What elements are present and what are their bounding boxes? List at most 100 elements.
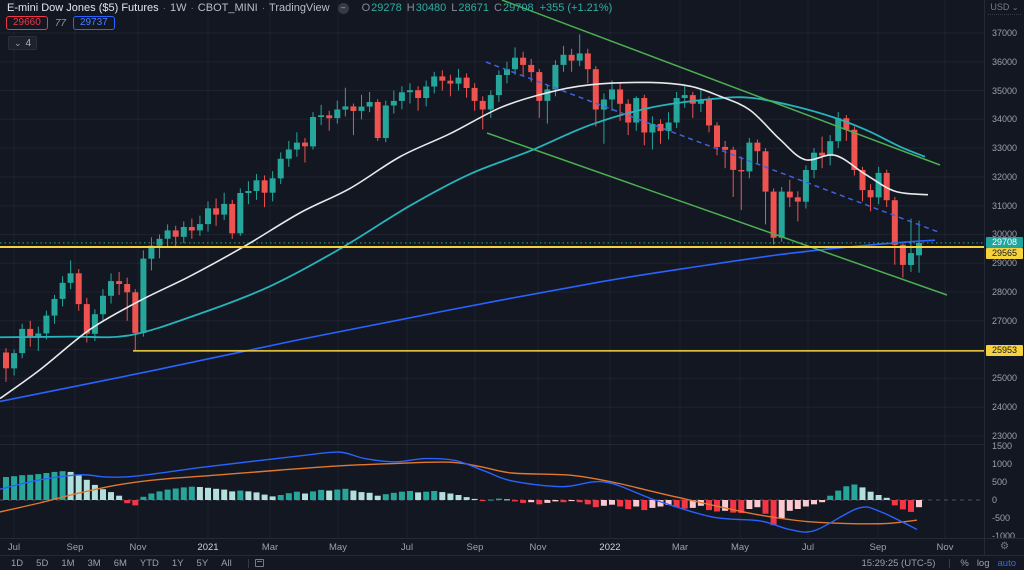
candle-body (196, 224, 203, 231)
macd-histogram-bar (802, 500, 809, 507)
range-switcher: 1D 5D 1M 3M 6M YTD 1Y 5Y All (0, 558, 264, 569)
range-button-5y[interactable]: 5Y (196, 557, 209, 569)
candle-body (649, 123, 656, 133)
log-scale-toggle[interactable]: log (976, 557, 990, 569)
candle-body (164, 230, 171, 239)
chart-canvas[interactable] (0, 0, 984, 538)
axis-settings-corner[interactable]: ⚙ (984, 538, 1024, 555)
range-button-3m[interactable]: 3M (87, 557, 101, 569)
trendline-dashed-blue[interactable] (485, 61, 942, 234)
price-axis[interactable]: USD ⌄ 37000 36000 35000 34000 33000 32000 3100… (984, 0, 1024, 541)
candle-body (180, 227, 187, 237)
time-axis-label: Mar (671, 542, 689, 553)
clock-utc[interactable]: 15:29:25 (UTC-5) (861, 557, 936, 569)
price-tick: 33000 (992, 143, 1018, 154)
macd-histogram-bar (883, 497, 890, 500)
candle-body (811, 152, 817, 170)
price-tick: 27000 (992, 315, 1018, 326)
candle-body (738, 170, 745, 172)
time-axis-label: Jul (400, 542, 414, 553)
exchange-label: CBOT_MINI (197, 2, 258, 14)
macd-histogram-bar (172, 488, 179, 500)
time-axis[interactable]: Jul Sep Nov 2021 Mar May Jul Sep Nov 2022 Mar May Ju… (0, 538, 984, 555)
macd-histogram-bar (552, 500, 559, 502)
range-button-5d[interactable]: 5D (36, 557, 49, 569)
go-to-date-icon[interactable] (254, 559, 264, 567)
candle-body (689, 95, 696, 104)
macd-histogram-bar (487, 499, 494, 501)
macd-histogram-bar (681, 500, 688, 509)
time-axis-label: Jul (801, 542, 815, 553)
macd-histogram-bar (253, 492, 260, 500)
macd-histogram-bar (180, 487, 187, 500)
level-price-label[interactable]: 25953 (986, 345, 1023, 357)
indicator-tick: 1500 (992, 441, 1013, 451)
range-button-1m[interactable]: 1M (61, 557, 75, 569)
macd-histogram-bar (778, 500, 785, 518)
candle-body (827, 141, 834, 156)
macd-histogram-bar (463, 497, 470, 500)
symbol-title[interactable]: E-mini Dow Jones ($5) Futures (7, 2, 159, 14)
open-label: O (361, 2, 371, 14)
stop-order-price[interactable]: 29660 (6, 16, 48, 30)
price-tick: 30000 (992, 229, 1018, 240)
macd-histogram-bar (293, 491, 300, 500)
macd-histogram-bar (269, 496, 276, 500)
candle-body (528, 64, 535, 73)
time-axis-label: Mar (261, 542, 279, 553)
candle-body (673, 98, 680, 123)
candle-body (156, 238, 163, 246)
range-button-all[interactable]: All (221, 557, 232, 569)
candle-body (382, 105, 389, 138)
candle-body (891, 200, 898, 245)
macd-histogram-bar (83, 479, 90, 500)
range-button-ytd[interactable]: YTD (139, 557, 159, 569)
candle-body (592, 69, 599, 110)
macd-histogram-bar (43, 473, 50, 500)
gear-icon[interactable]: ⚙ (1000, 541, 1009, 552)
time-axis-label: Nov (936, 542, 954, 553)
low-label: L (451, 2, 458, 14)
macd-histogram-bar (358, 492, 365, 500)
range-button-6m[interactable]: 6M (113, 557, 127, 569)
price-tick: 25000 (992, 373, 1018, 384)
timeframe-label[interactable]: 1W (169, 2, 187, 14)
last-price-label[interactable]: 29708 (986, 237, 1023, 249)
candle-body (350, 106, 357, 111)
trendline-lower-green[interactable] (486, 132, 948, 296)
macd-histogram-bar (495, 498, 502, 500)
legend-more-icon[interactable]: – (337, 2, 349, 14)
indicator-tick: -500 (992, 513, 1011, 523)
time-axis-label: 2022 (599, 542, 621, 553)
macd-histogram-bar (407, 491, 413, 500)
macd-histogram-bar (439, 492, 446, 500)
macd-histogram-bar (318, 489, 325, 500)
order-quantity: 77 (54, 17, 66, 29)
level-price-label[interactable]: 29565 (986, 248, 1023, 260)
macd-histogram-bar (916, 500, 922, 508)
macd-histogram-bar (91, 484, 98, 500)
ma-white-line[interactable] (0, 81, 929, 400)
candle-body (552, 64, 559, 90)
macd-histogram-bar (326, 490, 333, 500)
candle-body (584, 53, 591, 70)
toolbar-divider (949, 558, 951, 568)
candle-body (148, 245, 155, 259)
percent-scale-toggle[interactable]: % (960, 557, 969, 569)
macd-histogram-bar (617, 500, 624, 507)
candle-body (875, 172, 882, 198)
candle-body (261, 180, 268, 193)
trendline-upper-green[interactable] (501, 0, 941, 166)
candle-body (27, 328, 34, 338)
axis-currency[interactable]: USD ⌄ (990, 2, 1019, 12)
candle-body (463, 77, 470, 88)
range-button-1d[interactable]: 1D (11, 557, 24, 569)
range-button-1y[interactable]: 1Y (171, 557, 184, 569)
hidden-indicator-count: 4 (25, 37, 32, 49)
time-axis-label: Nov (529, 542, 547, 553)
limit-order-price[interactable]: 29737 (72, 16, 115, 30)
auto-scale-toggle[interactable]: auto (997, 557, 1017, 569)
candle-body (512, 57, 518, 70)
indicators-collapse-button[interactable]: ⌄ 4 (8, 36, 38, 50)
price-tick: 35000 (992, 85, 1018, 96)
